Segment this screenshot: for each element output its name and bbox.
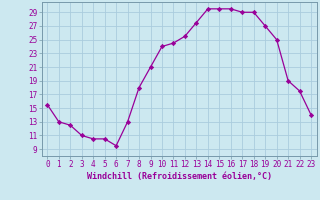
X-axis label: Windchill (Refroidissement éolien,°C): Windchill (Refroidissement éolien,°C) (87, 172, 272, 181)
